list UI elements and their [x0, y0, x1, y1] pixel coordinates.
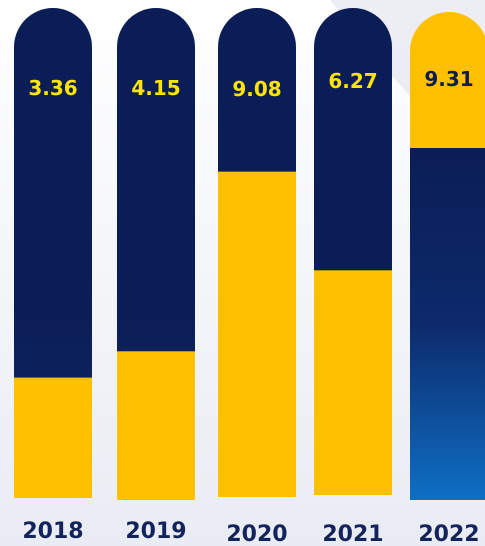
bar-2020 — [218, 8, 296, 497]
labels-layer: 3.36 2018 4.15 2019 9.08 2020 6.27 2021 9.31 2022 — [22, 67, 479, 546]
bar-fill-2021 — [314, 270, 392, 495]
bar-track-2022 — [410, 12, 485, 148]
bar-2018 — [14, 8, 92, 498]
bar-fill-2018 — [14, 377, 92, 498]
bars-layer — [14, 8, 485, 500]
category-label-2022: 2022 — [418, 522, 479, 546]
bar-track-2018 — [14, 8, 92, 498]
bar-2022 — [410, 12, 485, 500]
category-label-2018: 2018 — [22, 519, 83, 544]
category-label-2020: 2020 — [226, 522, 287, 546]
value-label-2021: 6.27 — [328, 69, 377, 93]
bar-2019 — [117, 8, 195, 500]
category-label-2021: 2021 — [322, 522, 383, 546]
value-label-2020: 9.08 — [232, 77, 281, 101]
value-label-2018: 3.36 — [28, 76, 77, 100]
value-label-2019: 4.15 — [131, 76, 180, 100]
bar-2021 — [314, 8, 392, 495]
category-label-2019: 2019 — [125, 519, 186, 544]
value-label-2022: 9.31 — [424, 67, 473, 91]
bar-fill-2020 — [218, 171, 296, 497]
bar-fill-2022 — [410, 148, 485, 500]
bar-fill-2019 — [117, 351, 195, 500]
